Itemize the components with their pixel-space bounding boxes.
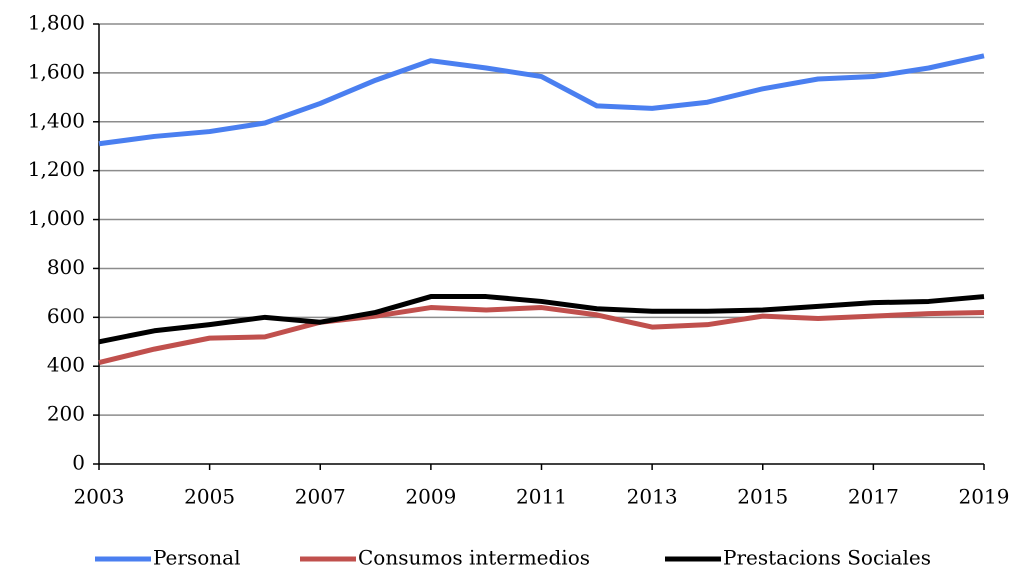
- x-tick-label: 2007: [295, 485, 346, 509]
- x-tick-label: 2009: [405, 485, 456, 509]
- x-tick-label: 2015: [737, 485, 788, 509]
- y-tick-label: 800: [47, 255, 85, 279]
- legend-label: Consumos intermedios: [358, 546, 590, 570]
- x-tick-label: 2005: [184, 485, 235, 509]
- series-line: [98, 305, 985, 365]
- y-tick-label: 200: [47, 402, 85, 426]
- series-line: [98, 53, 985, 147]
- legend-label: Prestacions Sociales: [723, 546, 931, 570]
- y-tick-label: 1,800: [28, 11, 85, 35]
- x-tick-label: 2011: [516, 485, 567, 509]
- x-tick-label: 2019: [959, 485, 1010, 509]
- x-tick-label: 2003: [74, 485, 125, 509]
- y-tick-label: 1,400: [28, 108, 85, 132]
- series-line: [98, 294, 985, 345]
- y-tick-label: 1,200: [28, 157, 85, 181]
- x-tick-label: 2013: [627, 485, 678, 509]
- legend-label: Personal: [153, 546, 240, 570]
- y-tick-label: 400: [47, 353, 85, 377]
- y-tick-label: 600: [47, 304, 85, 328]
- y-tick-label: 1,000: [28, 206, 85, 230]
- x-tick-label: 2017: [848, 485, 899, 509]
- y-tick-label: 0: [72, 451, 85, 475]
- y-tick-label: 1,600: [28, 59, 85, 83]
